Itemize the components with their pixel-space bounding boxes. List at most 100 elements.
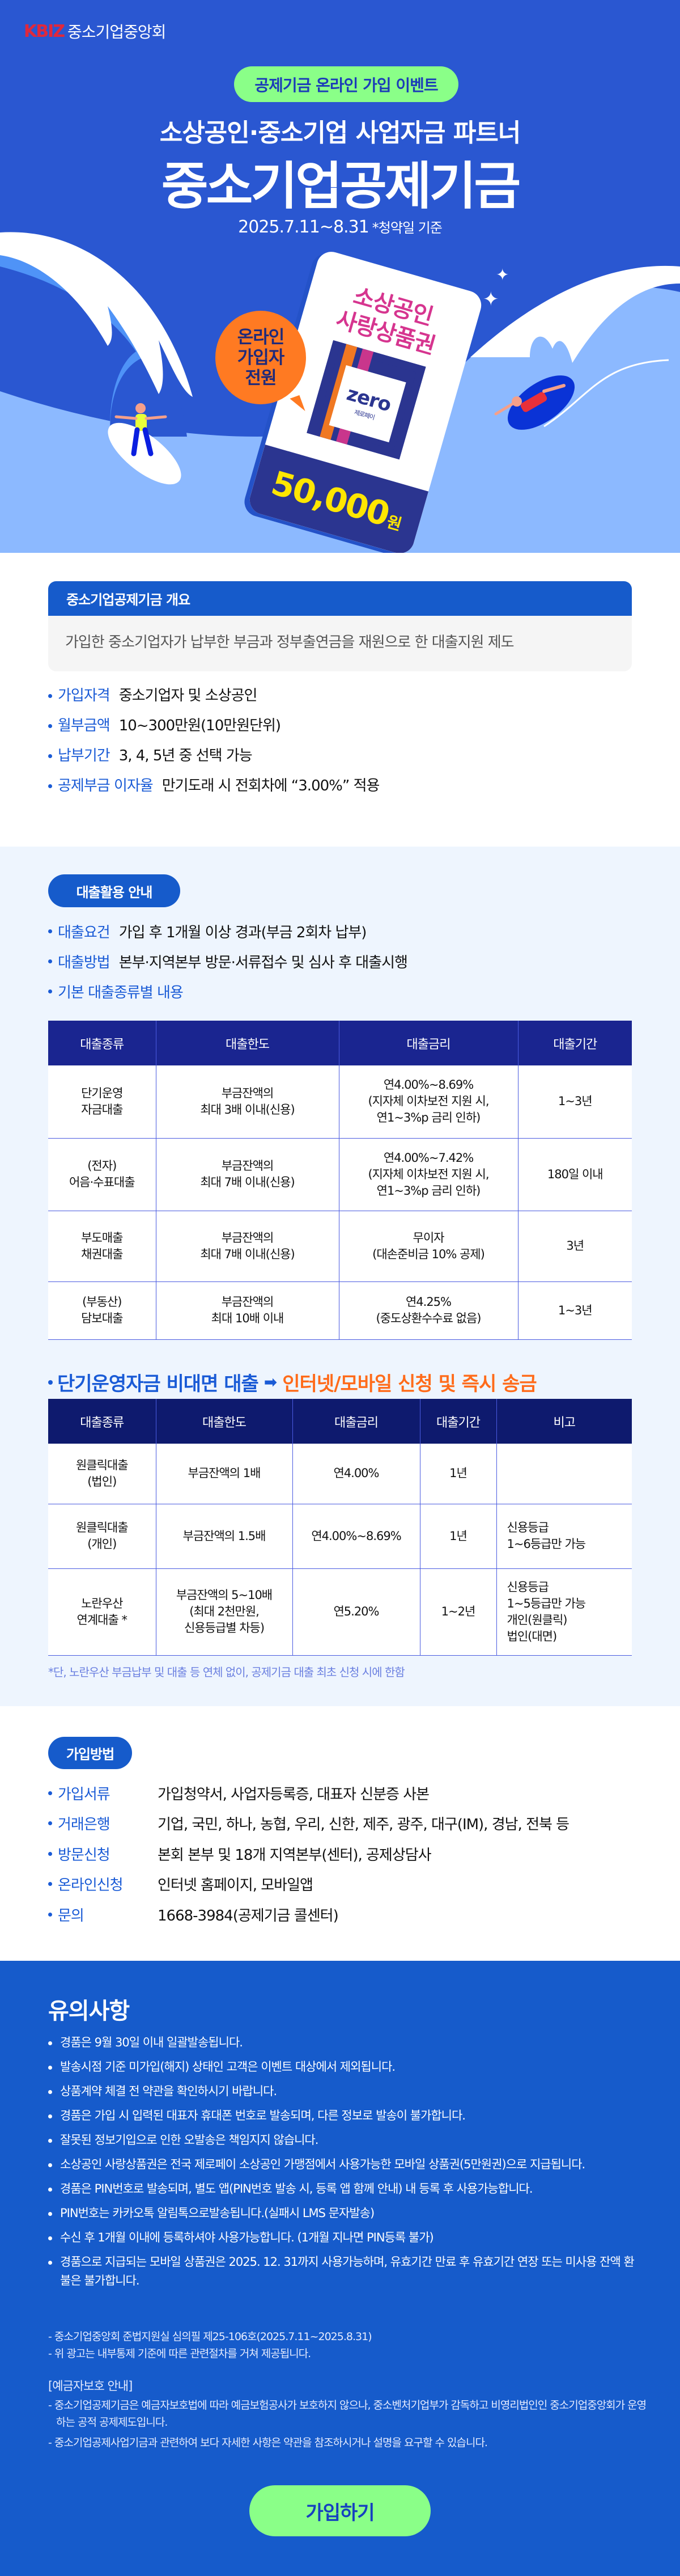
item-label: 거래은행 — [58, 1816, 110, 1833]
bullet-dot — [48, 1821, 52, 1825]
notice-list: 경품은 9월 30일 이내 일괄발송됩니다. 발송시점 기준 미가입(해지) 상태… — [48, 2033, 638, 2296]
list-item: 온라인신청 인터넷 홈페이지, 모바일앱 — [48, 1873, 569, 1896]
loan-types-table: 대출종류 대출한도 대출금리 대출기간 단기운영 자금대출 부금잔액의 최대 3배 이내… — [48, 1021, 632, 1340]
bullet-dot — [48, 724, 52, 728]
event-date-note: *청약일 기준 — [372, 220, 443, 236]
event-dates: 2025.7.11~8.31 — [238, 217, 369, 237]
item-value: 1668-3984(공제기금 콜센터) — [158, 1907, 339, 1924]
notice-item: 수신 후 1개월 이내에 등록하셔야 사용가능합니다. (1개월 지나면 PIN… — [48, 2228, 638, 2247]
table-cell: (부동산) 담보대출 — [48, 1281, 156, 1340]
table-cell — [496, 1444, 632, 1504]
hero-banner: KBIZ 중소기업중앙회 공제기금 온라인 가입 이벤트 소상공인·중소기업 사… — [0, 0, 680, 553]
bullet-dot — [48, 2066, 52, 2070]
notice-item: 발송시점 기준 미가입(해지) 상태인 고객은 이벤트 대상에서 제외됩니다. — [48, 2058, 638, 2076]
table-cell: 단기운영 자금대출 — [48, 1065, 156, 1139]
notice-text: 수신 후 1개월 이내에 등록하셔야 사용가능합니다. (1개월 지나면 PIN… — [60, 2231, 434, 2244]
column-header: 대출금리 — [338, 1021, 518, 1065]
bullet-dot — [48, 2114, 52, 2118]
notice-text: 잘못된 정보기입으로 인한 오발송은 책임지지 않습니다. — [60, 2133, 318, 2147]
notice-item: 소상공인 사랑상품권은 전국 제로페이 소상공인 가맹점에서 사용가능한 모바일… — [48, 2155, 638, 2174]
item-label: 납부기간 — [58, 747, 110, 764]
nonface-loan-heading: 단기운영자금 비대면 대출 ➡ 인터넷/모바일 신청 및 즉시 송금 — [48, 1368, 537, 1396]
nonface-loan-table: 대출종류 대출한도 대출금리 대출기간 비고 원클릭대출 (법인) 부금잔액의 1배 연4.… — [48, 1399, 632, 1656]
notice-text: 소상공인 사랑상품권은 전국 제로페이 소상공인 가맹점에서 사용가능한 모바일… — [60, 2158, 585, 2171]
table-cell: 연4.00% — [292, 1444, 420, 1504]
item-label: 문의 — [58, 1907, 84, 1924]
bubble-line: 전원 — [245, 367, 277, 388]
bullet-dot — [48, 959, 52, 963]
table-cell: 무이자 (대손준비금 10% 공제) — [338, 1211, 518, 1282]
notice-item: 경품은 PIN번호로 발송되며, 별도 앱(PIN번호 발송 시, 등록 앱 함… — [48, 2180, 638, 2198]
right-wave-crest — [470, 265, 680, 363]
table-cell: 부금잔액의 1배 — [155, 1444, 293, 1504]
column-header: 대출종류 — [48, 1399, 156, 1444]
sparkle-icon: ✦ — [496, 265, 509, 284]
bullet-dot — [48, 1380, 53, 1385]
overview-box: 중소기업공제기금 개요 가입한 중소기업자가 납부한 부금과 정부출연금을 재원… — [48, 581, 632, 671]
notice-item: PIN번호는 카카오톡 알림톡으로발송됩니다.(실패시 LMS 문자발송) — [48, 2204, 638, 2223]
bullet-dot — [48, 929, 52, 933]
table-row: 노란우산 연계대출 * 부금잔액의 5~10배 (최대 2천만원, 신용등급별 차… — [48, 1568, 632, 1656]
kbiz-logo[interactable]: KBIZ 중소기업중앙회 — [24, 22, 166, 42]
item-value: 10~300만원(10만원단위) — [118, 717, 281, 734]
notice-text: 경품은 9월 30일 이내 일괄발송됩니다. — [60, 2036, 243, 2049]
deposit-line: - 중소기업공제사업기금과 관련하여 보다 자세한 사항은 약관을 참조하시거나… — [48, 2437, 488, 2449]
item-value: 중소기업자 및 소상공인 — [118, 687, 258, 704]
item-label: 대출방법 — [58, 954, 110, 971]
item-value: 본부·지역본부 방문·서류접수 및 심사 후 대출시행 — [118, 954, 408, 971]
item-label: 대출요건 — [58, 924, 110, 941]
list-item: 공제부금 이자율 만기도래 시 전회차에 “3.00%” 적용 — [48, 775, 380, 797]
deposit-title: [예금자보호 안내] — [48, 2379, 133, 2393]
notice-text: PIN번호는 카카오톡 알림톡으로발송됩니다.(실패시 LMS 문자발송) — [60, 2206, 375, 2220]
legal-line: - 중소기업중앙회 준법지원실 심의필 제25-106호(2025.7.11~2… — [48, 2330, 372, 2343]
table-cell: 1년 — [419, 1504, 497, 1569]
hero-title: 중소기업공제기금 — [161, 156, 521, 216]
notice-title: 유의사항 — [48, 1998, 130, 2024]
bullet-dot — [48, 784, 52, 788]
join-button[interactable]: 가입하기 — [249, 2485, 431, 2536]
bullet-dot — [48, 2139, 52, 2143]
table-cell: 연4.25% (중도상환수수료 없음) — [338, 1281, 518, 1340]
table-cell: 부도매출 채권대출 — [48, 1211, 156, 1282]
notice-item: 잘못된 정보기입으로 인한 오발송은 책임지지 않습니다. — [48, 2131, 638, 2150]
join-list: 가입서류 가입청약서, 사업자등록증, 대표자 신분증 사본 거래은행 기업, 국민,… — [48, 1782, 570, 1934]
item-label: 온라인신청 — [58, 1877, 124, 1894]
table-cell: 연4.00%~7.42% (지자체 이차보전 지원 시, 연1~3%p 금리 인… — [338, 1138, 518, 1211]
list-item: 가입서류 가입청약서, 사업자등록증, 대표자 신분증 사본 — [48, 1782, 569, 1804]
notice-text: 발송시점 기준 미가입(해지) 상태인 고객은 이벤트 대상에서 제외됩니다. — [60, 2060, 396, 2074]
notice-text: 경품으로 지급되는 모바일 상품권은 2025. 12. 31까지 사용가능하며… — [60, 2255, 635, 2287]
deposit-protection: [예금자보호 안내] - 중소기업공제기금은 예금자보호법에 따라 예금보험공사… — [48, 2378, 649, 2451]
table-cell: 연5.20% — [292, 1568, 420, 1656]
logo-text: 중소기업중앙회 — [67, 23, 166, 41]
column-header: 대출금리 — [292, 1399, 420, 1444]
table-row: 원클릭대출 (법인) 부금잔액의 1배 연4.00% 1년 — [48, 1444, 632, 1504]
table-row: (부동산) 담보대출 부금잔액의 최대 10배 이내 연4.25% (중도상환수수료… — [48, 1281, 632, 1340]
left-wave-crest — [0, 232, 193, 397]
list-item: 가입자격 중소기업자 및 소상공인 — [48, 684, 379, 707]
table-cell: (전자) 어음·수표대출 — [48, 1138, 156, 1211]
table-cell: 1년 — [419, 1444, 497, 1504]
bullet-dot — [48, 2236, 52, 2240]
online-subscriber-bubble: 온라인 가입자 전원 — [215, 311, 306, 404]
event-period: 2025.7.11~8.31 *청약일 기준 — [0, 217, 680, 237]
column-header: 대출기간 — [419, 1399, 497, 1444]
item-label: 가입서류 — [58, 1786, 110, 1803]
zeropay-qr-icon: zero 제로페이 — [307, 340, 426, 460]
list-item: 방문신청 본회 본부 및 18개 지역본부(센터), 공제상담사 — [48, 1842, 569, 1865]
column-header: 대출한도 — [155, 1399, 293, 1444]
deposit-line: - 중소기업공제기금은 예금자보호법에 따라 예금보험공사가 보호하지 않으나,… — [48, 2399, 647, 2429]
bullet-dot — [48, 754, 52, 758]
event-badge: 공제기금 온라인 가입 이벤트 — [234, 66, 458, 102]
legal-notes: - 중소기업중앙회 준법지원실 심의필 제25-106호(2025.7.11~2… — [48, 2328, 649, 2362]
item-label: 가입자격 — [58, 687, 110, 704]
table-cell: 부금잔액의 최대 7배 이내(신용) — [155, 1138, 339, 1211]
item-label: 월부금액 — [58, 717, 110, 734]
bullet-dot — [48, 693, 52, 698]
bullet-dot — [48, 2090, 52, 2094]
item-label: 기본 대출종류별 내용 — [58, 984, 184, 1001]
table-cell: 1~3년 — [517, 1065, 632, 1139]
list-item: 대출요건 가입 후 1개월 이상 경과(부금 2회차 납부) — [48, 920, 407, 942]
bullet-dot — [48, 1882, 52, 1886]
table-row: 단기운영 자금대출 부금잔액의 최대 3배 이내(신용) 연4.00%~8.69% … — [48, 1065, 632, 1139]
